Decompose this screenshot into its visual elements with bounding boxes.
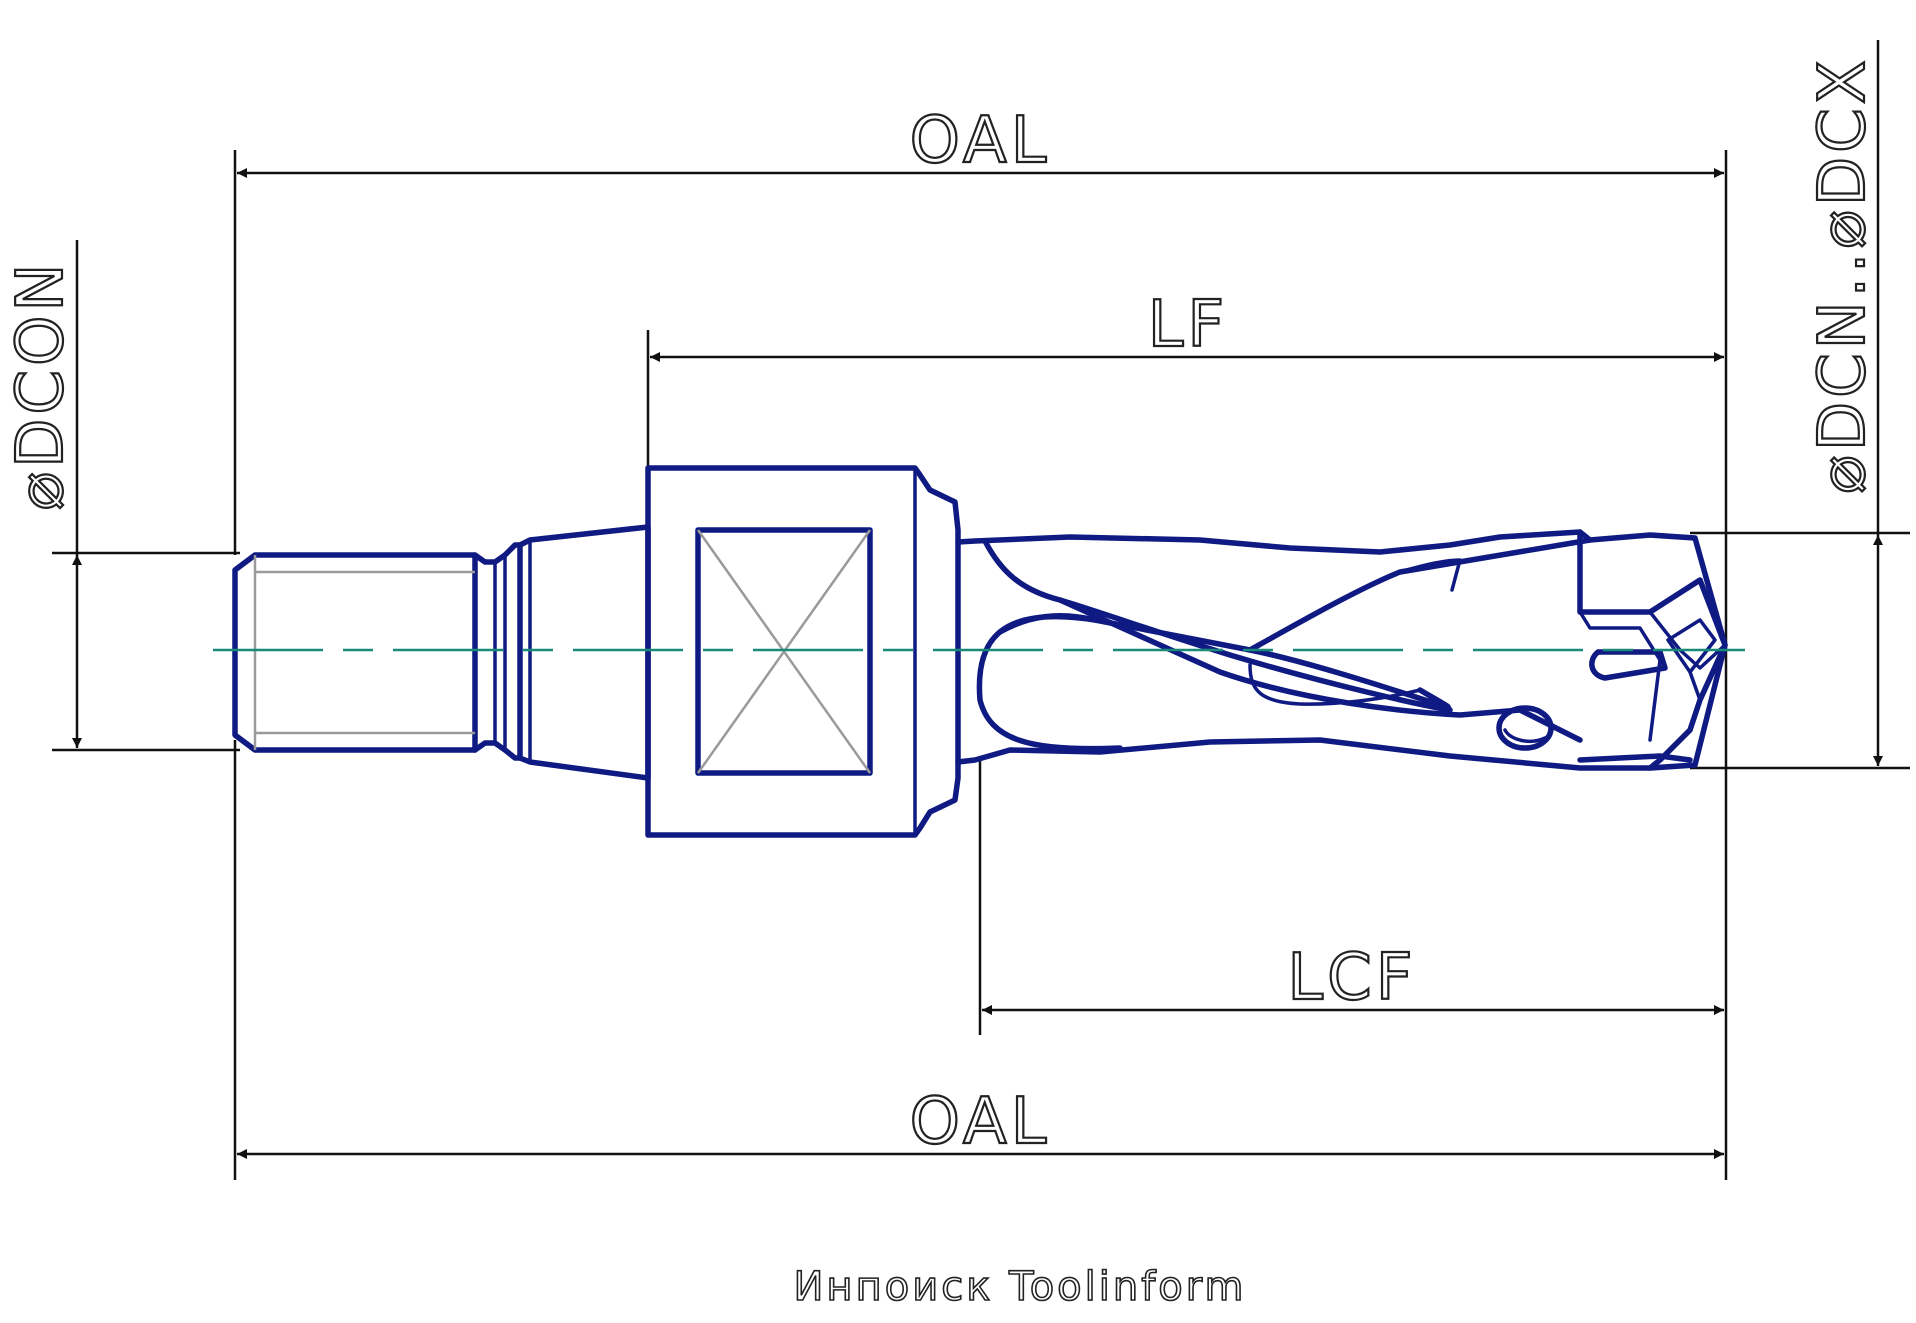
dcon-label: ⌀DCON: [4, 260, 78, 511]
drill-body: [955, 529, 1728, 771]
dimension-lines: [72, 40, 1883, 1159]
tool-body: [232, 465, 1728, 838]
extension-lines: [52, 150, 1910, 1180]
coolant-hole: [1496, 705, 1554, 751]
lcf-label: LCF: [1287, 941, 1416, 1015]
threaded-shank: [232, 524, 651, 781]
oal-top-label: OAL: [910, 104, 1051, 178]
lf-label: LF: [1148, 288, 1228, 362]
wrench-flange: [645, 465, 961, 838]
dcn-dcx-label: ⌀DCN..⌀DCX: [1806, 56, 1880, 493]
oal-bottom-label: OAL: [910, 1085, 1051, 1159]
wrench-flat: [695, 527, 873, 776]
watermark-footer: Инпоиск Toolinform: [794, 1264, 1247, 1310]
